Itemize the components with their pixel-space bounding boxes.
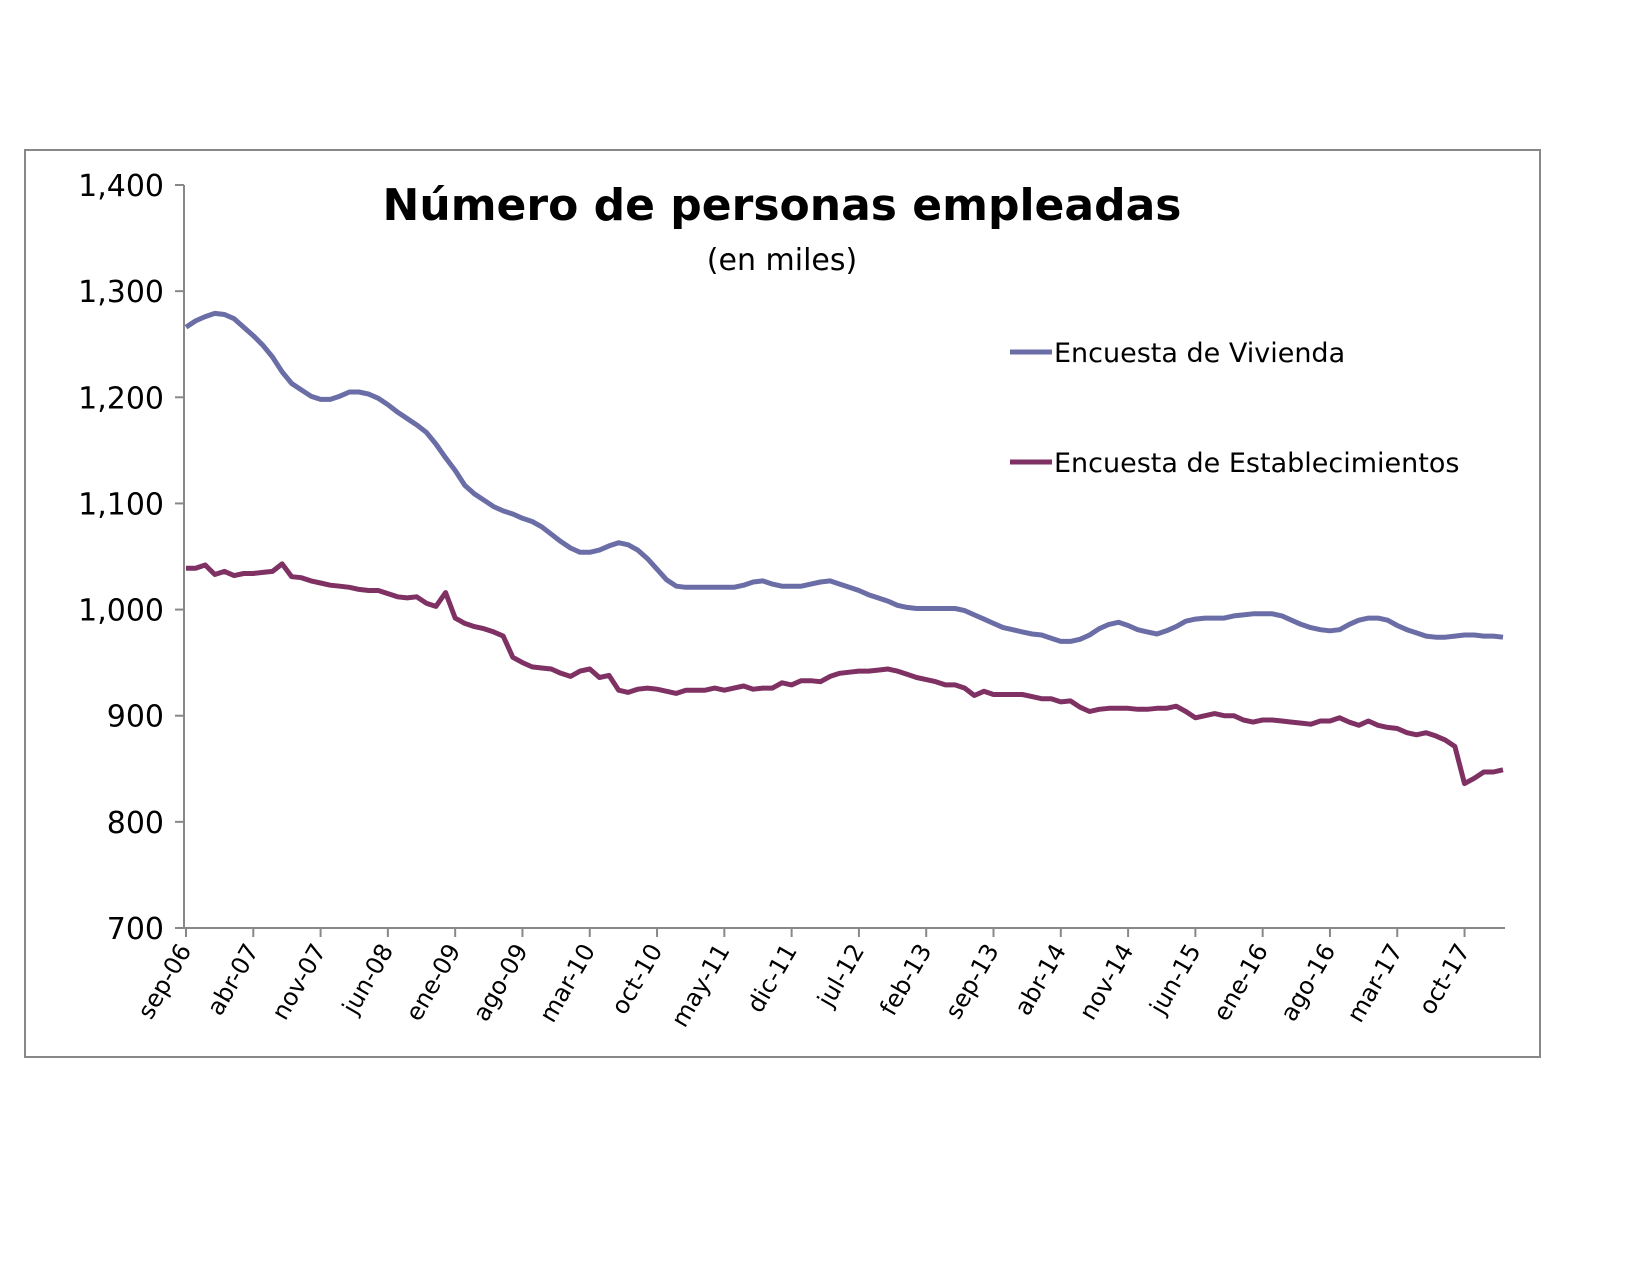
y-tick-label: 1,300: [78, 275, 164, 310]
series-line: [186, 561, 1504, 787]
chart-title: Número de personas empleadas: [383, 180, 1182, 231]
x-tick-label: jun-15: [1144, 939, 1207, 1020]
chart-frame: [24, 149, 1541, 1058]
y-tick-label: 1,400: [78, 169, 164, 204]
y-tick-label: 1,000: [78, 594, 164, 629]
series-line: [184, 310, 1504, 644]
y-tick-label: 1,200: [78, 381, 164, 416]
x-tick-label: ago-09: [467, 939, 533, 1026]
x-tick-label: ene-09: [400, 939, 466, 1026]
x-tick-label: sep-06: [132, 939, 197, 1024]
x-tick-label: abr-07: [201, 939, 264, 1020]
y-tick-label: 800: [107, 806, 164, 841]
x-tick-label: feb-13: [874, 939, 937, 1020]
x-tick-label: nov-07: [266, 939, 332, 1025]
x-tick-label: ene-16: [1208, 939, 1274, 1026]
y-tick-label: 1,100: [78, 487, 164, 522]
x-tick-label: jul-12: [811, 939, 870, 1013]
legend-label: Encuesta de Vivienda: [1054, 338, 1345, 369]
legend-label: Encuesta de Establecimientos: [1054, 448, 1459, 479]
y-tick-label: 900: [107, 700, 164, 735]
x-tick-label: jun-08: [336, 939, 399, 1020]
x-tick-label: may-11: [666, 939, 736, 1032]
x-tick-label: sep-13: [940, 939, 1005, 1024]
x-tick-label: ago-16: [1275, 939, 1341, 1026]
y-tick-label: 700: [107, 912, 164, 947]
x-tick-label: mar-17: [1341, 939, 1408, 1027]
x-tick-label: abr-14: [1009, 939, 1072, 1020]
x-tick-label: nov-14: [1074, 939, 1140, 1025]
x-tick-label: dic-11: [741, 939, 802, 1017]
chart-subtitle: (en miles): [707, 243, 857, 278]
x-tick-label: mar-10: [534, 939, 601, 1027]
x-tick-label: oct-17: [1413, 939, 1475, 1019]
x-tick-label: oct-10: [606, 939, 668, 1019]
